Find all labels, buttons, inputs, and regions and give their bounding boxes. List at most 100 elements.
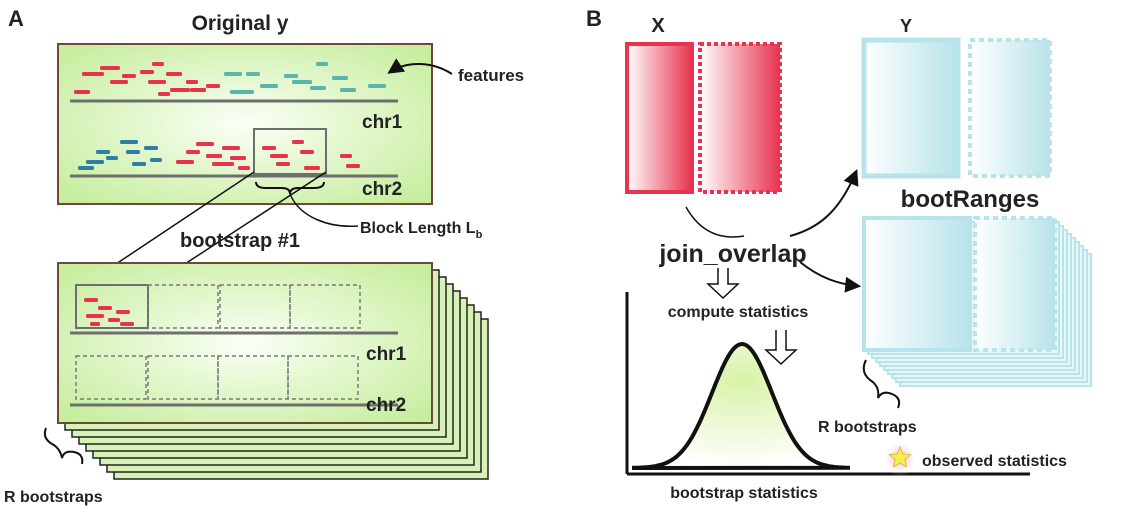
- teal-feature: [224, 72, 242, 76]
- empty-block: [147, 284, 219, 329]
- red-feature: [206, 84, 220, 88]
- blue-feature: [144, 146, 158, 150]
- red-feature: [304, 166, 320, 170]
- red-feature: [276, 162, 290, 166]
- red-feature: [148, 80, 166, 84]
- feature-segments: [74, 62, 386, 170]
- block-brace-connector: [289, 193, 359, 227]
- empty-block: [75, 355, 147, 400]
- bootstrap-block-segments: [84, 298, 134, 326]
- blue-feature: [86, 160, 104, 164]
- blue-feature: [106, 156, 118, 160]
- red-feature: [100, 66, 120, 70]
- teal-feature: [332, 76, 348, 80]
- blue-feature: [120, 140, 138, 144]
- y-label: Y: [900, 16, 912, 36]
- teal-feature: [316, 62, 328, 66]
- red-feature: [116, 310, 130, 314]
- red-feature: [190, 88, 206, 92]
- red-feature: [108, 318, 120, 322]
- red-feature: [292, 140, 304, 144]
- red-feature: [238, 166, 250, 170]
- original-y-title: Original y: [192, 12, 289, 35]
- red-feature: [186, 80, 198, 84]
- blue-feature: [150, 158, 162, 162]
- r-bootstraps-label-a: R bootstraps: [4, 489, 103, 506]
- red-feature: [122, 74, 136, 78]
- red-feature: [346, 164, 360, 168]
- panel-a-letter: A: [8, 6, 24, 31]
- compute-statistics-label: compute statistics: [668, 304, 809, 321]
- block-box: [253, 128, 327, 175]
- bootstrap-distribution-curve: [632, 341, 851, 471]
- r-bootstraps-brace-b: [862, 359, 901, 409]
- teal-feature: [292, 80, 312, 84]
- red-feature: [74, 90, 90, 94]
- join-overlap-label: join_overlap: [658, 240, 806, 268]
- star-icon: [888, 445, 912, 468]
- y-range-dashed: [968, 38, 1052, 178]
- x-to-join-curve: [685, 206, 745, 238]
- teal-feature: [246, 72, 260, 76]
- features-label: features: [458, 66, 524, 85]
- red-feature: [86, 314, 104, 318]
- red-feature: [120, 322, 134, 326]
- red-feature: [262, 146, 276, 150]
- join-to-bootranges-arrow: [799, 261, 862, 293]
- red-feature: [170, 88, 190, 92]
- teal-feature: [230, 90, 254, 94]
- red-feature: [222, 146, 240, 150]
- empty-block: [289, 284, 361, 329]
- red-feature: [230, 156, 246, 160]
- teal-feature: [284, 74, 298, 78]
- blue-feature: [78, 166, 94, 170]
- chr2-label: chr2: [362, 179, 402, 200]
- blue-feature: [126, 150, 140, 154]
- r-bootstraps-brace-a: [43, 427, 84, 465]
- red-feature: [84, 298, 98, 302]
- empty-block: [287, 355, 359, 400]
- bootstrap-statistics-label: bootstrap statistics: [670, 485, 818, 502]
- red-feature: [186, 150, 200, 154]
- red-feature: [300, 150, 314, 154]
- compute-down-arrow: [706, 268, 740, 300]
- boot-chr1-label: chr1: [366, 344, 407, 365]
- red-feature: [110, 80, 128, 84]
- red-feature: [176, 160, 194, 164]
- red-feature: [166, 72, 182, 76]
- red-feature: [206, 154, 222, 158]
- boot-chr2-label: chr2: [366, 395, 406, 416]
- statistics-down-arrow: [764, 330, 798, 366]
- teal-feature: [368, 84, 386, 88]
- blue-feature: [96, 150, 110, 154]
- bootrange-solid: [862, 216, 972, 352]
- bootstrap-1-label: bootstrap #1: [180, 230, 300, 252]
- x-label: X: [651, 15, 665, 37]
- join-to-y-arrow: [789, 169, 859, 237]
- teal-feature: [340, 88, 356, 92]
- red-feature: [340, 154, 352, 158]
- r-bootstraps-label-b: R bootstraps: [818, 419, 917, 436]
- red-feature: [82, 72, 104, 76]
- teal-feature: [260, 84, 278, 88]
- red-feature: [270, 154, 288, 158]
- bootrange-dashed: [973, 216, 1057, 352]
- x-range-dashed: [698, 42, 782, 194]
- red-feature: [212, 162, 234, 166]
- bootstrap-panel: [57, 262, 433, 424]
- red-feature: [98, 306, 112, 310]
- x-range-solid: [625, 42, 694, 194]
- red-feature: [152, 62, 164, 66]
- blue-feature: [132, 162, 146, 166]
- red-feature: [196, 142, 214, 146]
- red-feature: [140, 70, 154, 74]
- y-range-solid: [861, 37, 961, 179]
- red-feature: [158, 92, 170, 96]
- block-length-label: Block Length Lb: [360, 220, 483, 241]
- panel-b-letter: B: [586, 6, 602, 31]
- chr1-label: chr1: [362, 112, 403, 133]
- bootranges-label: bootRanges: [901, 186, 1040, 213]
- teal-feature: [310, 86, 326, 90]
- empty-blocks: [75, 284, 361, 400]
